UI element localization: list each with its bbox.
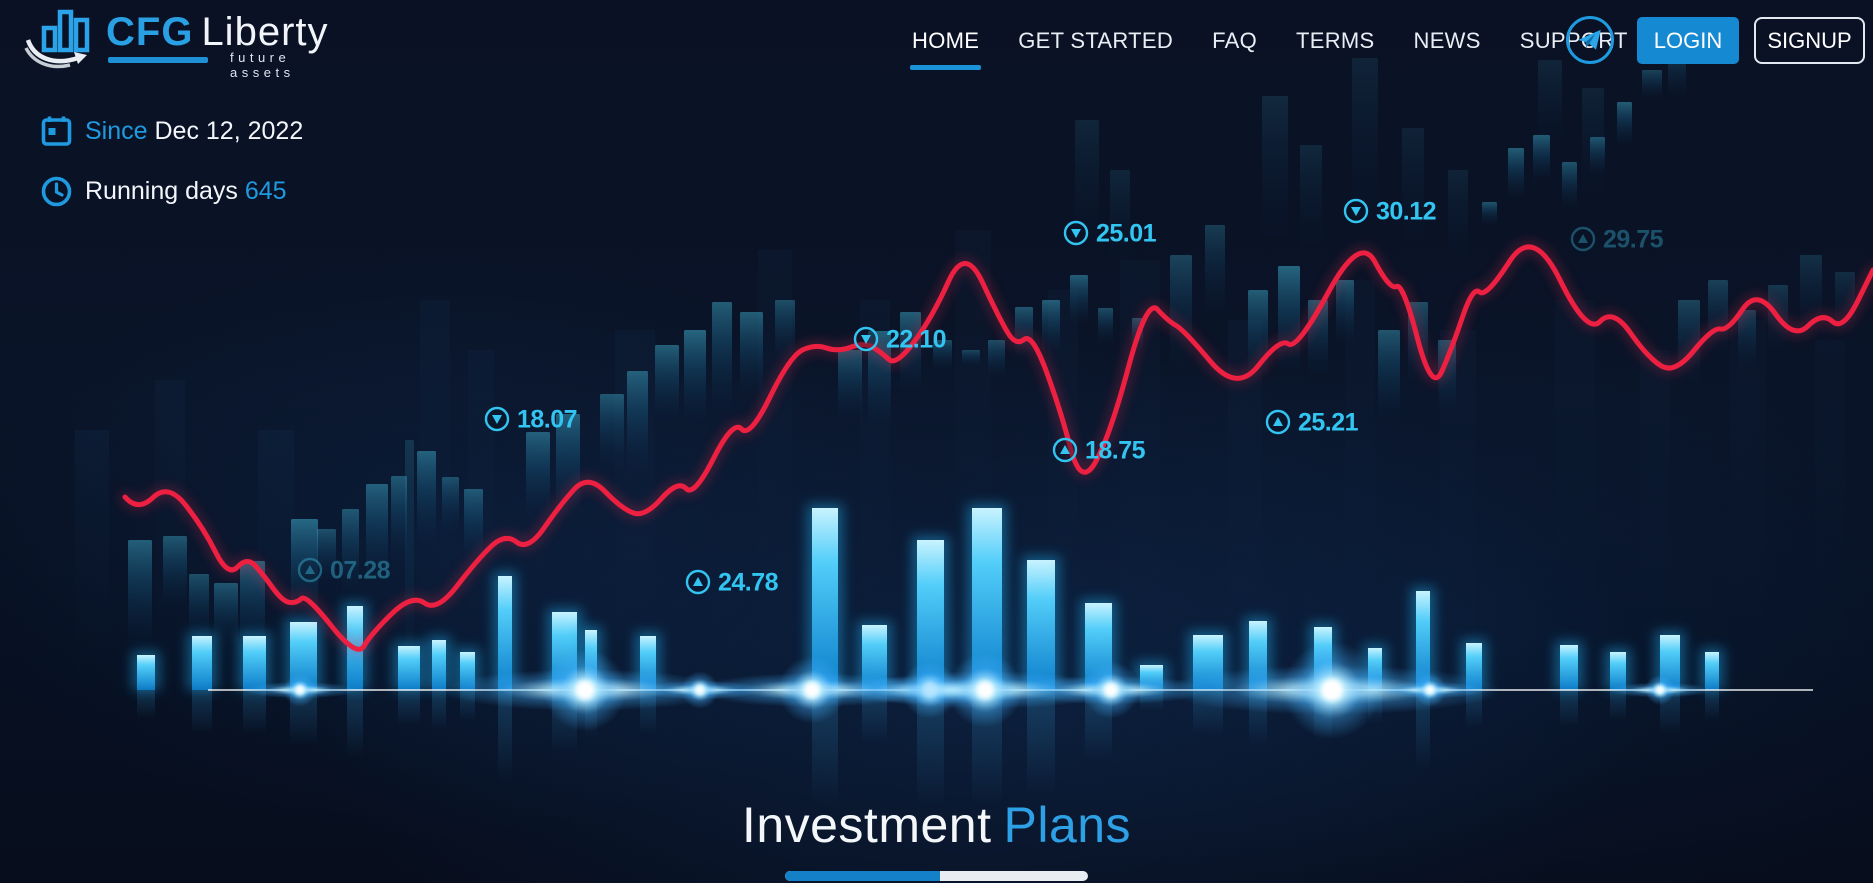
plans-scrollbar-thumb[interactable] [785,871,940,881]
brand-wordmark: CFG Liberty future assets [106,4,329,80]
svg-text:22.10: 22.10 [886,326,946,354]
nav-item-news[interactable]: NEWS [1413,28,1481,53]
since-label: Since [85,116,148,145]
bg-pillars [75,230,1845,690]
svg-text:29.75: 29.75 [1603,226,1664,254]
price-label: 29.75 [1570,226,1664,254]
clock-icon [41,176,72,207]
plans-scrollbar[interactable] [785,871,1088,881]
svg-text:25.21: 25.21 [1298,409,1359,437]
brand-tagline: future assets [230,50,295,80]
svg-text:25.01: 25.01 [1096,220,1157,248]
since-row: Since Dec 12, 2022 [41,115,303,147]
svg-text:07.28: 07.28 [330,557,391,585]
svg-text:30.12: 30.12 [1376,198,1436,226]
nav-item-get-started[interactable]: GET STARTED [1018,28,1174,53]
price-label: 18.75 [1052,437,1146,465]
running-days-value: 645 [244,177,287,205]
header: CFG Liberty future assets HOME GET STARTE… [0,0,1873,82]
since-value: Dec 12, 2022 [154,116,304,145]
brand-cfg: CFG [106,10,194,54]
running-days-label: Running days [85,177,238,205]
brand-liberty: Liberty [201,10,329,54]
baseline-glow [128,641,1873,739]
brand-underline [108,57,208,63]
bar-chart-logo-icon [24,9,90,69]
price-label: 18.07 [484,406,578,434]
calendar-icon [41,116,72,146]
price-label: 25.21 [1265,409,1359,437]
nav-item-home[interactable]: HOME [909,22,982,70]
svg-text:18.07: 18.07 [517,406,577,434]
section-title: Investment Plans [0,796,1873,854]
nav-item-terms[interactable]: TERMS [1296,28,1375,53]
telegram-button[interactable] [1566,16,1614,64]
login-button[interactable]: LOGIN [1637,17,1739,64]
running-days-row: Running days 645 [41,176,287,207]
nav-item-faq[interactable]: FAQ [1212,28,1258,53]
svg-text:18.75: 18.75 [1085,437,1146,465]
price-label: 07.28 [297,557,391,585]
svg-text:24.78: 24.78 [718,569,779,597]
telegram-plane-icon [1578,29,1601,50]
section-title-white: Investment [741,797,992,853]
price-label: 30.12 [1343,198,1437,226]
trend-line [122,244,1873,652]
signup-button[interactable]: SIGNUP [1754,17,1865,64]
main-nav: HOME GET STARTED FAQ TERMS NEWS SUPPORT [909,0,1628,82]
investment-plans-section: Investment Plans [0,796,1873,881]
price-label: 25.01 [1063,220,1157,248]
price-label: 24.78 [685,569,779,597]
price-label: 22.10 [853,326,947,354]
section-title-blue: Plans [1003,797,1132,853]
brand-logo[interactable]: CFG Liberty future assets [24,4,329,80]
